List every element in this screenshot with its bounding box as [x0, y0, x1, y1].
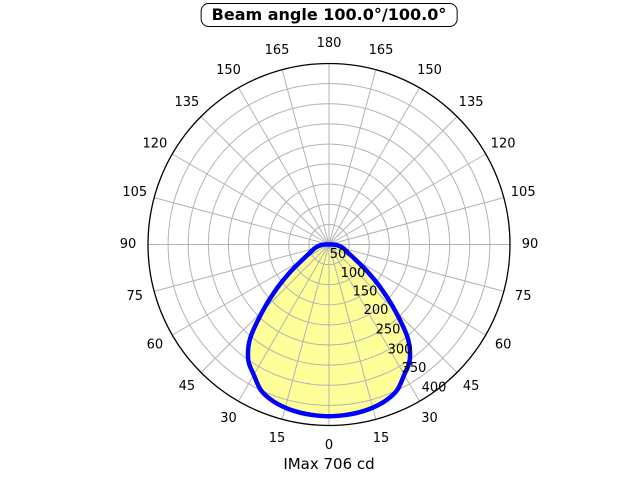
theta-grid-spoke: [154, 197, 330, 245]
theta-grid-spoke: [171, 153, 330, 245]
theta-tick-label: 150: [216, 63, 241, 78]
theta-grid-spoke: [200, 116, 330, 245]
chart-title-box: Beam angle 100.0°/100.0°: [200, 3, 458, 27]
theta-tick-label: 60: [495, 338, 512, 353]
theta-tick-label: 180: [317, 36, 342, 51]
theta-grid-spoke: [328, 197, 504, 245]
theta-tick-label: 30: [421, 411, 438, 426]
r-tick-label: 100: [341, 266, 366, 281]
theta-tick-label: 75: [515, 289, 532, 304]
theta-tick-label: 75: [127, 289, 144, 304]
r-tick-label: 400: [422, 381, 447, 396]
r-tick-label: 150: [353, 285, 378, 300]
imax-label: IMax 706 cd: [283, 455, 375, 473]
beam-curve: [245, 242, 413, 419]
theta-tick-label: 45: [463, 379, 480, 394]
theta-grid-spoke: [238, 87, 330, 245]
theta-tick-label: 15: [269, 431, 286, 446]
theta-tick-label: 30: [220, 411, 237, 426]
theta-grid-spoke: [328, 153, 487, 245]
theta-tick-label: 45: [179, 379, 196, 394]
r-tick-label: 250: [376, 323, 401, 338]
theta-tick-label: 60: [147, 338, 164, 353]
theta-grid-spoke: [281, 244, 330, 420]
theta-grid-spoke: [281, 69, 330, 245]
theta-tick-label: 150: [417, 63, 442, 78]
outer-ring: [147, 62, 511, 427]
chart-title: Beam angle 100.0°/100.0°: [211, 5, 447, 24]
theta-tick-label: 90: [120, 237, 137, 252]
theta-grid-spoke: [328, 244, 377, 420]
theta-tick-label: 0: [325, 438, 333, 453]
r-tick-label: 200: [364, 303, 389, 318]
theta-tick-label: 165: [369, 43, 394, 58]
theta-grid-spoke: [328, 116, 458, 245]
r-tick-label: 350: [402, 361, 427, 376]
theta-tick-label: 15: [373, 431, 390, 446]
theta-tick-label: 135: [459, 95, 484, 110]
theta-grid-spoke: [328, 69, 377, 245]
theta-grid-spoke: [154, 244, 330, 292]
theta-grid-spoke: [328, 87, 420, 245]
theta-tick-label: 120: [142, 137, 167, 152]
theta-tick-label: 105: [511, 185, 536, 200]
theta-tick-label: 120: [491, 137, 516, 152]
r-tick-label: 300: [388, 343, 413, 358]
theta-tick-label: 165: [265, 43, 290, 58]
theta-grid-spoke: [328, 244, 504, 292]
theta-tick-label: 90: [522, 237, 539, 252]
theta-tick-label: 135: [174, 95, 199, 110]
theta-tick-label: 105: [122, 185, 147, 200]
r-tick-label: 50: [330, 247, 347, 262]
